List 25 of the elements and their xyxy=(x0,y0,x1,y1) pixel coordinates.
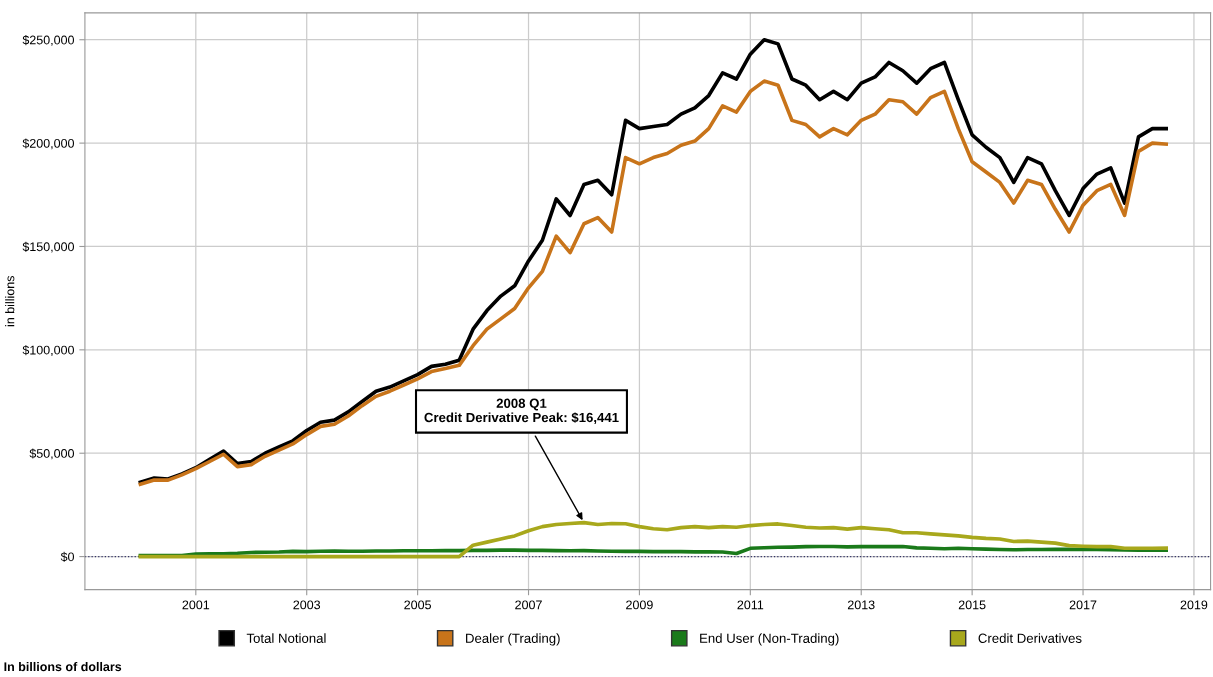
x-tick-label: 2019 xyxy=(1180,600,1208,610)
y-tick-label: $150,000 xyxy=(22,241,75,253)
x-tick-label: 2013 xyxy=(847,600,875,610)
y-tick-label: $200,000 xyxy=(22,138,75,150)
x-tick-label: 2001 xyxy=(182,600,210,610)
annotation: 2008 Q1 Credit Derivative Peak: $16,441 xyxy=(424,398,619,425)
legend-label: End User (Non-Trading) xyxy=(700,633,839,646)
y-tick-label: $50,000 xyxy=(29,448,75,460)
x-tick-label: 2007 xyxy=(515,600,542,610)
text: In billions of dollars xyxy=(4,661,122,672)
x-tick-label: 2017 xyxy=(1069,600,1097,610)
x-tick-label: 2003 xyxy=(293,600,321,610)
y-tick-label: $0 xyxy=(60,551,75,562)
y-tick-label: $250,000 xyxy=(22,35,75,46)
y-tick-label: $100,000 xyxy=(22,345,75,356)
legend-label: Total Notional xyxy=(246,633,326,643)
x-tick-label: 2011 xyxy=(737,600,764,610)
x-tick-label: 2005 xyxy=(404,600,431,610)
legend-label: Credit Derivatives xyxy=(978,633,1082,643)
x-tick-label: 2009 xyxy=(626,600,653,610)
legend-label: Dealer (Trading) xyxy=(466,633,560,646)
line-series xyxy=(138,544,1169,558)
x-tick-label: 2015 xyxy=(958,600,986,610)
y-axis-title: in billions xyxy=(5,276,15,327)
line-series xyxy=(138,520,1169,559)
